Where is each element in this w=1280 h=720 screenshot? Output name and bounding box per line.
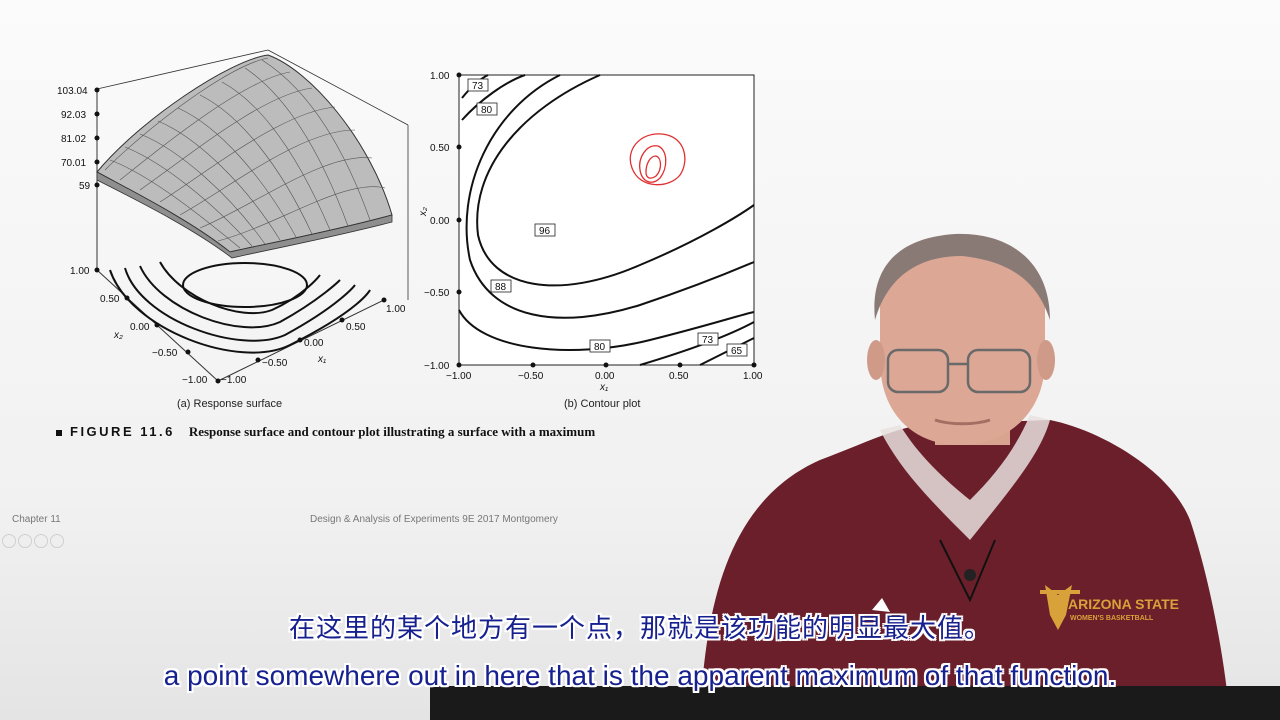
contour-plot: 73 80 96 88 80 73 65 1.00 0.50 0.00 −0.5…	[418, 71, 763, 410]
panel-a-caption: (a) Response surface	[177, 398, 282, 410]
z-tick: 81.02	[61, 134, 86, 145]
x1-tick: −1.00	[221, 375, 247, 386]
figure-number: FIGURE 11.6	[70, 424, 175, 439]
contour-label: 80	[481, 105, 493, 116]
x-tick: 1.00	[743, 371, 763, 382]
y-tick: −0.50	[424, 288, 450, 299]
contour-label: 73	[702, 335, 714, 346]
footer-chapter: Chapter 11	[12, 514, 61, 525]
y-axis-label: x₂	[418, 207, 429, 217]
figure-caption: Response surface and contour plot illust…	[188, 424, 596, 439]
z-tick: 103.04	[57, 86, 88, 97]
x2-tick: −0.50	[152, 348, 178, 359]
response-surface-plot: 103.04 92.03 81.02 70.01 59 1.00 0.50 0.…	[57, 49, 409, 410]
x2-tick: 1.00	[70, 266, 90, 277]
x-tick: 0.00	[595, 371, 615, 382]
contour-label: 88	[495, 282, 507, 293]
slide-nav-controls	[2, 534, 64, 548]
contour-label: 80	[594, 342, 606, 353]
y-tick: 1.00	[430, 71, 450, 82]
x2-tick: 0.00	[130, 322, 150, 333]
footer-book: Design & Analysis of Experiments 9E 2017…	[310, 514, 558, 525]
x1-axis-label: x₁	[317, 354, 326, 365]
x-tick: 0.50	[669, 371, 689, 382]
nav-back-icon[interactable]	[2, 534, 16, 548]
panel-b-caption: (b) Contour plot	[564, 398, 640, 410]
nav-forward-icon[interactable]	[50, 534, 64, 548]
nav-zoom-icon[interactable]	[34, 534, 48, 548]
x2-axis-label: x₂	[113, 330, 123, 341]
y-tick: −1.00	[424, 361, 450, 372]
x1-tick: 1.00	[386, 304, 406, 315]
x1-tick: −0.50	[262, 358, 288, 369]
y-tick: 0.00	[430, 216, 450, 227]
x-axis-label: x₁	[599, 382, 608, 393]
z-tick: 59	[79, 181, 91, 192]
contour-label-group: 73 80 96 88 80 73 65	[467, 78, 748, 357]
subtitle-chinese: 在这里的某个地方有一个点，那就是该功能的明显最大值。	[288, 614, 991, 644]
x2-tick: −1.00	[182, 375, 208, 386]
contour-label: 65	[731, 346, 743, 357]
bullet-square	[56, 430, 62, 437]
shirt-logo-subtext: WOMEN'S BASKETBALL	[1070, 615, 1154, 622]
contour-label: 73	[472, 81, 484, 92]
x1-tick: 0.00	[304, 338, 324, 349]
x2-tick: 0.50	[100, 294, 120, 305]
y-tick: 0.50	[430, 143, 450, 154]
subtitle-english: a point somewhere out in here that is th…	[163, 660, 1117, 691]
z-tick: 92.03	[61, 110, 86, 121]
z-tick: 70.01	[61, 158, 86, 169]
x-tick: −0.50	[518, 371, 544, 382]
nav-menu-icon[interactable]	[18, 534, 32, 548]
figure-title: FIGURE 11.6 Response surface and contour …	[56, 424, 595, 440]
shirt-logo-text: ARIZONA STATE	[1068, 596, 1179, 612]
x-tick: −1.00	[446, 371, 472, 382]
maximum-annotation	[629, 133, 686, 186]
contour-label: 96	[539, 226, 551, 237]
x1-tick: 0.50	[346, 322, 366, 333]
